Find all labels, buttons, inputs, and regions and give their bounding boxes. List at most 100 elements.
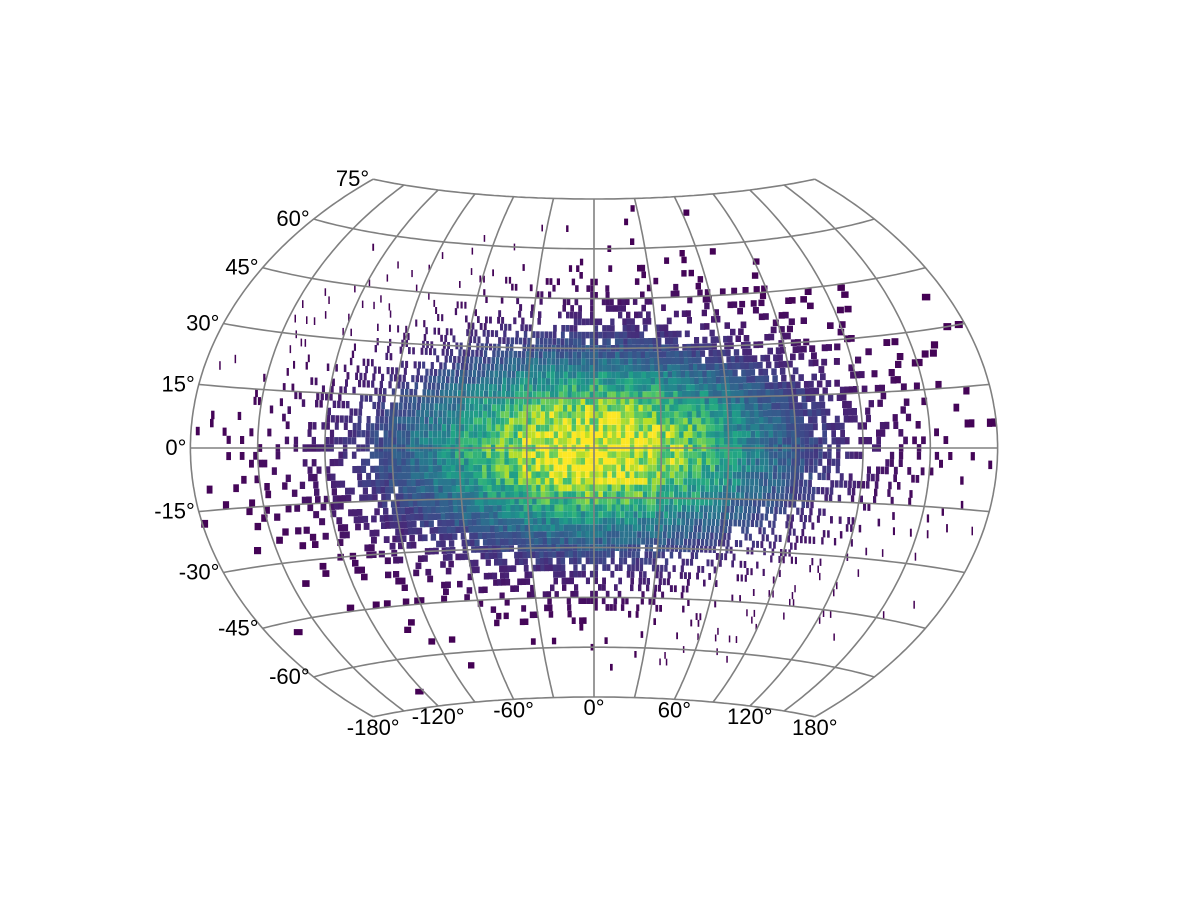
heatmap-cell [456,362,460,370]
heatmap-cell [699,390,705,398]
heatmap-cell [523,404,528,412]
heatmap-cell [540,478,546,485]
heatmap-cell [513,458,518,465]
heatmap-cell [470,390,475,398]
heatmap-cell [509,478,514,485]
heatmap-cell [645,364,651,372]
heatmap-cell [388,479,394,487]
heatmap-cell [883,339,891,346]
heatmap-cell [504,424,509,432]
heatmap-cell [440,382,445,390]
heatmap-cell [321,385,325,393]
heatmap-cell [605,291,610,299]
heatmap-cell [670,458,675,465]
heatmap-cell [498,525,504,532]
heatmap-cell [865,348,872,356]
heatmap-cell [751,272,759,279]
heatmap-cell [590,305,594,312]
heatmap-cell [589,491,594,498]
heatmap-cell [634,324,640,332]
heatmap-cell [815,401,821,409]
heatmap-cell [502,518,508,526]
heatmap-cell [660,478,666,485]
heatmap-cell [701,424,706,432]
heatmap-cell [585,371,590,379]
heatmap-cell [688,532,693,539]
heatmap-cell [620,411,626,418]
heatmap-cell [551,637,557,645]
heatmap-cell [404,626,412,633]
heatmap-cell [539,298,543,305]
heatmap-cell [620,511,625,518]
heatmap-cell [420,416,425,424]
heatmap-cell [818,508,822,516]
heatmap-cell [606,338,611,345]
heatmap-cell [746,458,751,466]
heatmap-cell [425,568,432,576]
heatmap-cell [392,430,397,438]
heatmap-cell [651,504,656,512]
heatmap-cell [384,479,390,487]
heatmap-cell [576,384,581,392]
heatmap-cell [664,565,668,572]
heatmap-cell [694,518,698,526]
heatmap-cell [821,423,827,431]
heatmap-cell [462,390,466,398]
heatmap-cell [510,384,515,392]
heatmap-cell [478,491,484,499]
heatmap-cell [948,452,953,460]
heatmap-cell [604,637,608,644]
heatmap-cell [536,491,541,498]
heatmap-cell [419,451,424,459]
heatmap-cell [470,566,476,574]
heatmap-cell [536,564,541,572]
heatmap-cell [553,484,559,492]
heatmap-cell [496,612,502,620]
heatmap-cell [920,467,925,476]
heatmap-cell [749,410,755,418]
heatmap-cell [581,564,586,571]
heatmap-cell [473,532,479,540]
heatmap-cell [561,577,566,585]
heatmap-cell [769,382,775,390]
heatmap-cell [740,410,746,418]
heatmap-cell [594,424,599,432]
heatmap-cell [477,316,480,323]
heatmap-cell [638,451,644,458]
heatmap-cell [651,564,656,572]
heatmap-cell [299,542,307,550]
heatmap-cell [397,325,400,333]
heatmap-cell [332,495,339,503]
heatmap-cell [589,431,594,438]
heatmap-cell [683,350,689,358]
heatmap-cell [589,384,594,392]
heatmap-cell [553,464,559,472]
heatmap-cell [747,382,753,390]
heatmap-cell [589,458,594,465]
heatmap-cell [629,511,634,518]
heatmap-cell [819,558,822,566]
heatmap-cell [774,534,778,542]
heatmap-cell [850,539,853,547]
heatmap-cell [538,358,543,365]
heatmap-cell [380,486,386,494]
heatmap-cell [383,536,390,543]
heatmap-cell [790,381,797,389]
heatmap-cell [694,384,700,391]
heatmap-cell [467,573,473,581]
meridian-line [783,184,932,712]
heatmap-cell [686,511,690,519]
heatmap-cell [708,505,713,513]
heatmap-cell [755,430,760,438]
heatmap-cell [556,564,562,571]
heatmap-cell [822,451,828,459]
heatmap-cell [549,431,554,439]
heatmap-cell [737,458,742,465]
heatmap-cell [546,358,551,365]
heatmap-cell [567,604,572,611]
meridian-line [256,184,405,712]
heatmap-cell [497,390,502,398]
heatmap-cell [664,337,670,345]
lat-tick-label: -15° [154,499,195,524]
heatmap-cell [728,465,733,472]
